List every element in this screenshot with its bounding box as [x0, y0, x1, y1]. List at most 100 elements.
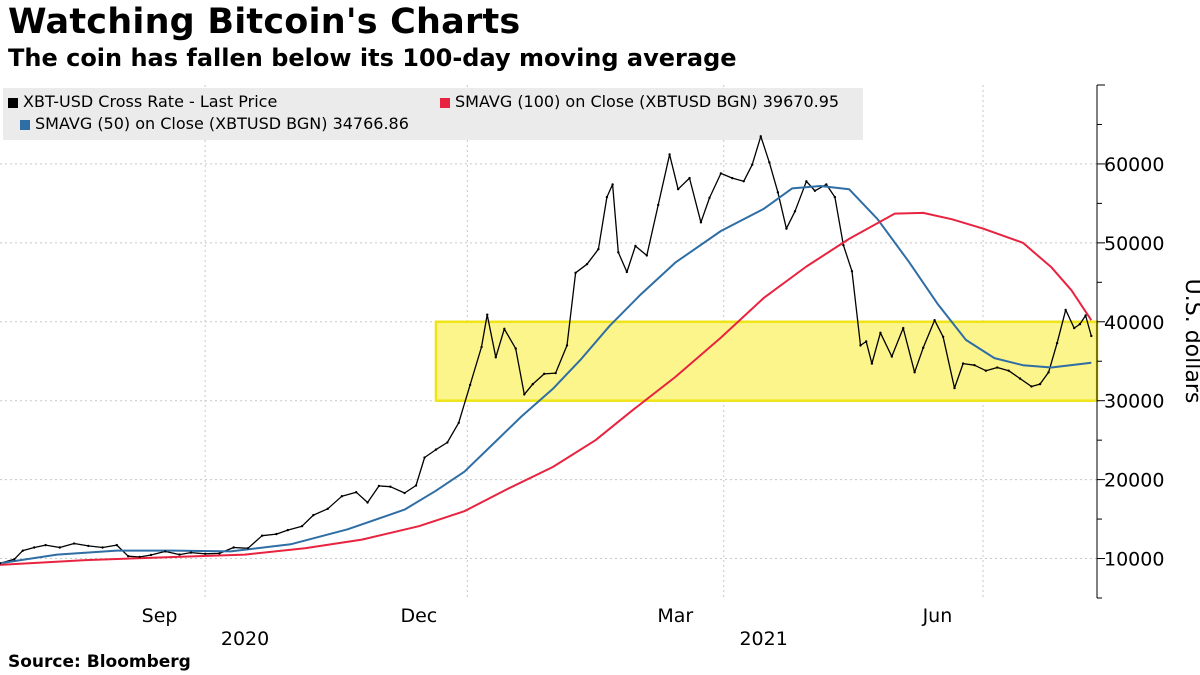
source-note: Source: Bloomberg: [8, 652, 191, 672]
legend-item-sma50: SMAVG (50) on Close (XBTUSD BGN) 34766.8…: [20, 114, 409, 133]
price-point: [565, 344, 569, 347]
price-point: [890, 355, 894, 358]
price-point: [377, 484, 381, 488]
price-point: [933, 318, 936, 322]
price-point: [913, 371, 916, 374]
price-point: [719, 172, 723, 175]
price-point: [423, 456, 426, 459]
y-tick-label: 10000: [1104, 549, 1164, 571]
price-point: [326, 507, 329, 511]
highlight-band: [434, 320, 1099, 402]
price-point: [1073, 326, 1076, 330]
price-point: [973, 363, 976, 367]
y-tick-label: 50000: [1104, 233, 1164, 255]
price-point: [414, 484, 418, 487]
price-point: [457, 421, 460, 424]
legend-value-sma100: 39670.95: [762, 92, 840, 111]
price-point: [859, 344, 862, 347]
price-point: [759, 135, 762, 138]
price-point: [531, 382, 535, 386]
price-point: [494, 356, 497, 359]
price-point: [611, 183, 614, 186]
price-point: [340, 494, 344, 498]
price-point: [961, 362, 965, 365]
price-point: [645, 254, 649, 257]
price-point: [776, 191, 780, 194]
legend-background: [3, 88, 863, 140]
price-point: [514, 347, 517, 350]
price-point: [21, 549, 24, 552]
price-point: [203, 552, 207, 556]
price-point: [902, 326, 905, 330]
price-point: [699, 221, 703, 224]
price-point: [1090, 334, 1093, 338]
price-point: [13, 558, 16, 561]
price-point: [879, 331, 882, 335]
price-point: [708, 196, 711, 200]
price-point: [72, 542, 76, 545]
price-point: [178, 553, 181, 556]
price-point: [127, 554, 130, 558]
price-point: [1064, 308, 1067, 312]
price-point: [101, 546, 104, 549]
price-point: [870, 362, 874, 365]
legend-label-price: XBT-USD Cross Rate - Last Price: [23, 92, 278, 111]
price-point: [668, 153, 671, 156]
price-point: [115, 543, 119, 547]
price-point: [354, 491, 358, 494]
price-point: [543, 372, 546, 376]
price-point: [434, 448, 438, 451]
legend-value-sma50: 34766.86: [332, 114, 409, 133]
price-point: [785, 227, 788, 230]
price-point: [597, 247, 600, 251]
price-point: [793, 210, 797, 213]
price-point: [842, 244, 845, 247]
legend-item-price: XBT-USD Cross Rate - Last Price: [8, 92, 277, 111]
price-point: [742, 180, 745, 183]
legend-swatch-sma50: [20, 120, 30, 130]
x-year-label: 2020: [221, 628, 269, 650]
price-point: [634, 244, 637, 248]
x-tick-label: Jun: [922, 605, 953, 627]
price-point: [554, 371, 557, 375]
legend-item-sma100: SMAVG (100) on Close (XBTUSD BGN) 39670.…: [440, 92, 839, 111]
price-point: [1047, 371, 1050, 374]
price-point: [688, 176, 691, 180]
chart-title: Watching Bitcoin's Charts: [8, 2, 521, 42]
price-point: [232, 546, 235, 549]
price-point: [676, 187, 680, 191]
price-point: [218, 552, 221, 555]
price-point: [523, 393, 526, 396]
y-tick-label: 30000: [1104, 391, 1164, 413]
price-point: [1018, 377, 1022, 380]
x-tick-label: Sep: [142, 605, 178, 627]
price-point: [984, 369, 988, 372]
price-point: [865, 340, 868, 343]
price-point: [164, 550, 167, 553]
price-point: [44, 543, 47, 547]
price-point: [468, 383, 472, 387]
price-point: [87, 544, 90, 548]
y-tick-label: 20000: [1104, 470, 1164, 492]
price-point: [366, 501, 369, 504]
y-axis-label: U.S. dollars: [1180, 279, 1200, 404]
price-point: [1055, 341, 1059, 345]
y-tick-label: 40000: [1104, 312, 1164, 334]
legend-swatch-price: [8, 98, 18, 108]
price-point: [941, 335, 945, 338]
price-point: [996, 366, 999, 369]
price-point: [657, 203, 660, 207]
price-point: [585, 262, 589, 266]
price-point: [1038, 382, 1042, 386]
price-point: [1007, 369, 1010, 372]
price-point: [921, 346, 925, 350]
price-point: [617, 251, 620, 254]
y-tick-label: 60000: [1104, 154, 1164, 176]
price-point: [813, 189, 817, 192]
price-point: [403, 491, 406, 495]
price-point: [480, 345, 483, 349]
price-point: [1078, 322, 1082, 326]
price-point: [953, 386, 956, 390]
x-year-label: 2021: [739, 628, 787, 650]
